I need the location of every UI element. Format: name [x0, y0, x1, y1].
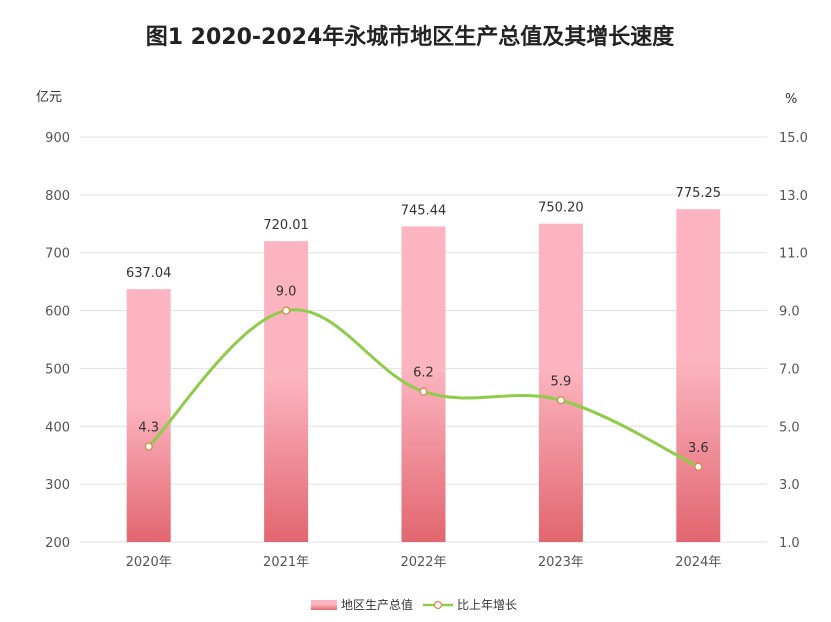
right-axis-unit: %	[785, 92, 797, 107]
left-tick-label: 200	[45, 536, 70, 551]
left-tick-label: 500	[45, 362, 70, 377]
right-tick-label: 5.0	[779, 420, 800, 435]
left-tick-label: 900	[45, 131, 70, 146]
right-tick-label: 7.0	[779, 362, 800, 377]
line-point	[281, 306, 291, 315]
left-tick-label: 300	[45, 478, 70, 493]
line-value-label: 6.2	[413, 366, 434, 381]
axis-ticks: 200 300 400 500 600 700 800 900 1.0 3.0 5.0 7.0 9.0 1…	[45, 131, 808, 570]
bar-value-label: 750.20	[538, 201, 584, 216]
x-tick-label: 2021年	[263, 555, 309, 570]
right-tick-label: 3.0	[779, 478, 800, 493]
x-tick-label: 2023年	[538, 555, 584, 570]
line-value-label: 5.9	[551, 374, 572, 389]
x-tick-label: 2022年	[400, 555, 446, 570]
bar-value-label: 745.44	[401, 203, 447, 218]
x-tick-label: 2024年	[675, 555, 721, 570]
bar-value-label: 720.01	[263, 218, 309, 233]
x-tick-label: 2020年	[126, 555, 172, 570]
legend: 地区生产总值 比上年增长	[311, 597, 517, 612]
line-point	[419, 387, 428, 396]
legend-line-label: 比上年增长	[457, 598, 517, 612]
right-tick-label: 15.0	[779, 131, 808, 146]
right-tick-label: 9.0	[779, 305, 800, 320]
growth-line	[147, 308, 700, 469]
bar-value-label: 775.25	[676, 186, 722, 201]
right-tick-label: 11.0	[779, 247, 808, 262]
bar	[126, 289, 171, 542]
line-point	[694, 462, 703, 471]
line-point	[556, 396, 566, 405]
left-tick-label: 800	[45, 189, 70, 204]
line-value-label: 9.0	[276, 285, 297, 300]
chart-title: 图1 2020-2024年永城市地区生产总值及其增长速度	[146, 24, 676, 50]
left-axis-unit: 亿元	[36, 90, 62, 105]
legend-line-marker	[433, 600, 443, 610]
right-tick-label: 13.0	[779, 189, 808, 204]
line-point	[144, 442, 153, 451]
left-tick-label: 600	[45, 305, 70, 320]
bar	[264, 241, 309, 542]
line-series	[144, 306, 703, 471]
legend-bar-label: 地区生产总值	[341, 597, 413, 612]
bar	[676, 209, 721, 542]
data-labels: 637.04 720.01 745.44 750.20 775.25 4.3 9.0 6.2 5…	[126, 186, 721, 456]
bar	[538, 223, 583, 543]
line-value-label: 4.3	[138, 421, 159, 436]
bar-value-label: 637.04	[126, 266, 172, 281]
right-tick-label: 1.0	[779, 536, 800, 551]
left-tick-label: 400	[45, 420, 70, 435]
line-value-label: 3.6	[688, 441, 709, 456]
left-tick-label: 700	[45, 247, 70, 262]
legend-bar-swatch	[311, 600, 337, 610]
